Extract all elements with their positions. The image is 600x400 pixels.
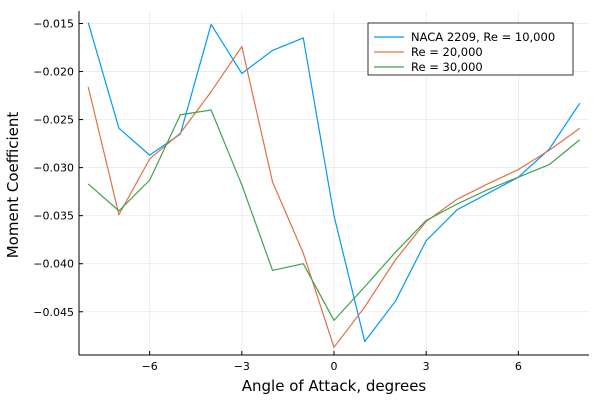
y-axis-title: Moment Coefficient [4,112,22,259]
y-tick-label: −0.015 [33,17,74,30]
x-tick-label: −6 [142,360,158,373]
x-tick-label: 0 [331,360,338,373]
y-tick-label: −0.020 [33,66,74,79]
x-tick-label: −3 [234,360,250,373]
legend-box [367,22,574,76]
y-tick-labels: −0.015 −0.020 −0.025 −0.030 −0.035 −0.040 −0.0… [33,17,83,319]
series-line-3 [87,109,581,322]
grid [79,11,589,355]
y-tick-label: −0.030 [33,162,74,175]
legend-label: Re = 30,000 [411,60,483,74]
x-tick-labels: −6 −3 0 3 6 [142,351,522,373]
y-tick-label: −0.025 [33,114,74,127]
series [87,22,581,348]
legend-label: NACA 2209, Re = 10,000 [411,30,555,44]
legend-label: Re = 20,000 [411,45,483,59]
x-tick-label: 6 [515,360,522,373]
y-tick-label: −0.045 [33,306,74,319]
x-axis-title: Angle of Attack, degrees [242,377,427,395]
x-tick-label: 3 [423,360,430,373]
series-line-2 [87,45,581,348]
y-tick-label: −0.040 [33,258,74,271]
y-tick-label: −0.035 [33,210,74,223]
